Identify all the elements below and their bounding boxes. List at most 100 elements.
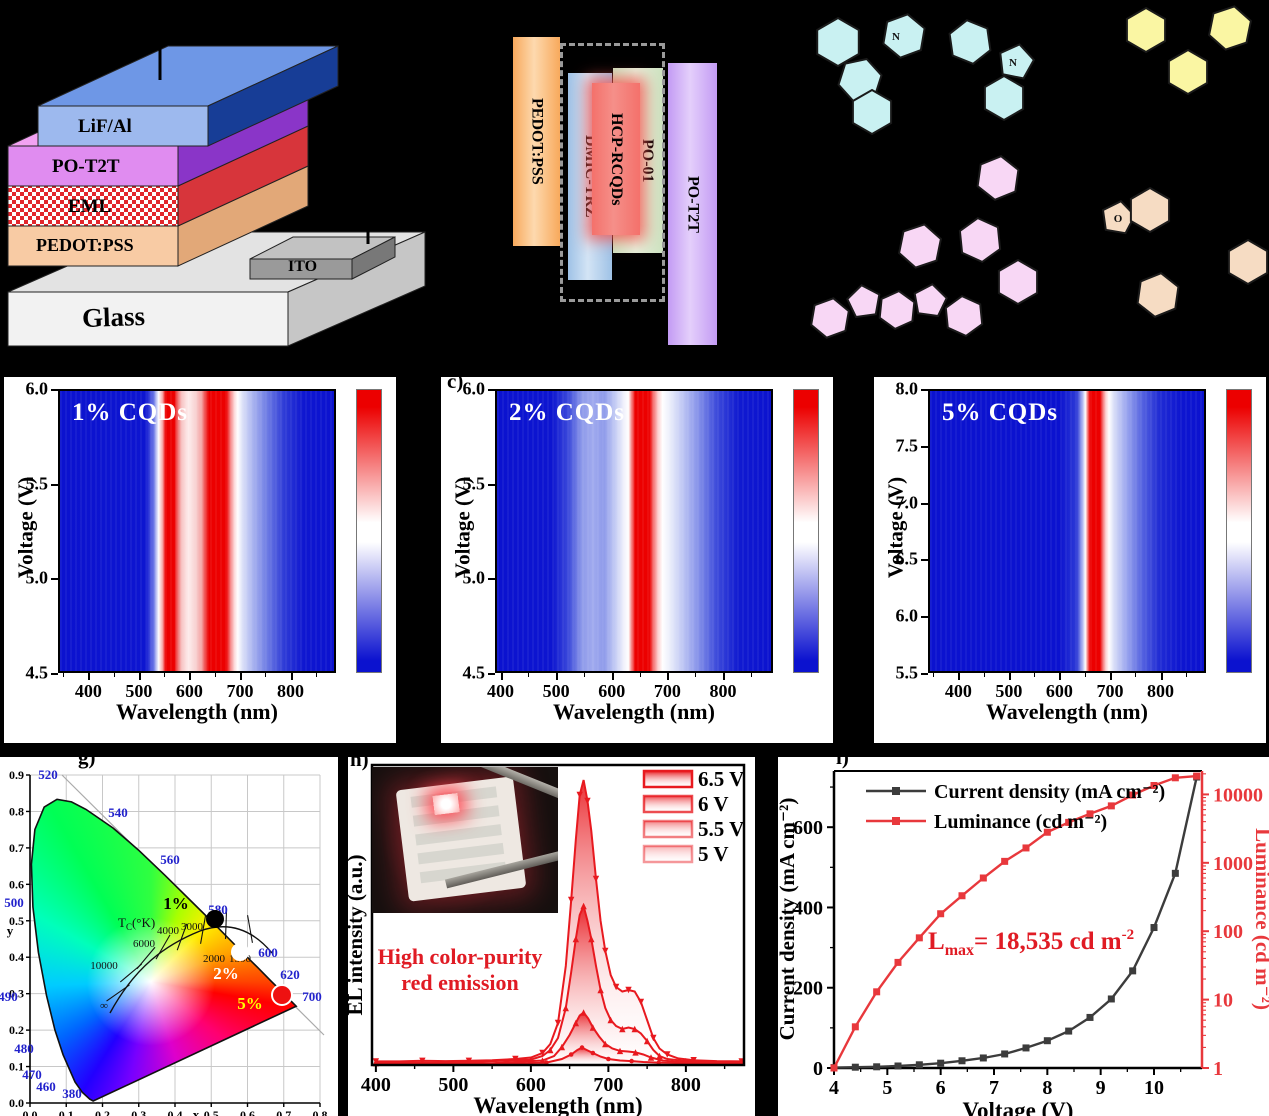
marker-triangle-down: [567, 896, 575, 904]
isotherm-tick: [224, 910, 228, 940]
y-tick-label: 4.5: [462, 662, 486, 683]
legend-label: Current density (mA cm⁻²): [934, 781, 1165, 803]
y-axis-label: EL intensity (a.u.): [348, 854, 367, 1015]
cie-point-label: 2%: [213, 964, 239, 983]
legend-label: Luminance (cd m⁻²): [934, 811, 1107, 833]
marker-triangle-up: [572, 1019, 580, 1027]
marker-triangle-up: [647, 1054, 655, 1061]
tc-tick-label: 4000: [157, 925, 180, 937]
luminance-series-marker: [1065, 818, 1073, 826]
x-tick-label: 0.4: [168, 1108, 183, 1116]
marker-triangle-down: [664, 1051, 671, 1058]
heatmap-noise-overlay: [497, 391, 771, 671]
molecule-peach-ring: [1227, 238, 1269, 286]
marker-triangle-up: [602, 1040, 609, 1048]
lifal-side-face: [207, 45, 339, 147]
current-density-series-marker: [1086, 1013, 1094, 1021]
x-axis-label: Wavelength (nm): [116, 699, 278, 724]
x-minor-tick: [639, 673, 641, 677]
plot-frame: [370, 763, 746, 1067]
marker-triangle-down: [539, 1049, 546, 1057]
molecule-pink-ring: [944, 294, 984, 338]
y-tick-label: 6.5: [895, 548, 919, 569]
eml-dashed-box: [560, 43, 665, 302]
molecule-yellow-ring: [1125, 6, 1167, 54]
x-tick-label: 400: [487, 681, 515, 701]
luminance-series: [830, 772, 1201, 1072]
legend-label: 5 V: [698, 842, 729, 866]
layer-label-ito: ITO: [288, 258, 318, 275]
molecule-cyan-ring: [948, 19, 992, 65]
current-density-series-marker: [873, 1063, 881, 1071]
heatmap-plot: 1% CQDs: [58, 389, 336, 673]
heatmap-noise-overlay: [930, 391, 1204, 671]
y-tick-label: 5.5: [895, 662, 919, 683]
y-tick-label-left: 200: [793, 978, 823, 1000]
x-minor-tick: [983, 673, 985, 677]
legend-swatch: [642, 844, 694, 864]
current-density-series-marker: [1001, 1050, 1009, 1058]
y-tick: [921, 616, 928, 619]
x-tick-label: 4: [829, 1077, 839, 1099]
el-series-6 V: [372, 902, 743, 1066]
x-tick-label: 400: [74, 681, 102, 701]
marker-triangle-up: [547, 1046, 554, 1054]
jvl-chart: 4 5 6 7 8 9 100200400600110100100010000Voltage…: [778, 770, 1269, 1116]
x-minor-tick: [1135, 673, 1137, 677]
x-tick: [88, 673, 91, 680]
y-tick-label-right: 10000: [1213, 784, 1263, 806]
x-tick: [1008, 673, 1011, 680]
el-legend: 6.5 V6 V5.5 V5 V: [642, 767, 744, 866]
luminance-series-marker: [873, 988, 881, 996]
tc-tick-label: 10000: [90, 960, 118, 972]
energy-bar-label: PO-T2T: [684, 175, 702, 233]
molecule-pink-ring: [976, 155, 1020, 201]
cie-chromaticity-panel: g) 0.0 0.1 0.2 0.3 0.4 0.5 0.6 0.7 0.8 0.0 0.1 0.2 0…: [0, 757, 338, 1116]
marker-triangle-up: [631, 1025, 638, 1033]
y-axis-label-left: Current density (mA cm⁻²): [778, 798, 799, 1041]
wavelength-label: 480: [14, 1041, 34, 1056]
y-tick-label: 0.9: [9, 768, 24, 782]
marker-circle: [629, 1058, 634, 1064]
luminance-series-marker: [1129, 791, 1137, 799]
marker-triangle-up: [589, 1024, 597, 1031]
x-tick-label: 0.0: [23, 1108, 38, 1116]
y-tick-label-right: 1: [1213, 1058, 1223, 1080]
y-tick: [488, 578, 495, 581]
y-tick: [51, 578, 58, 581]
luminance-series-marker: [1043, 828, 1051, 836]
x-axis-label: Wavelength (nm): [986, 699, 1148, 724]
x-tick: [138, 673, 141, 680]
cie-point-2%: [231, 943, 249, 961]
tc-post: (°K): [132, 915, 155, 930]
tc-tick-label: 2000: [203, 953, 226, 965]
annotation-line2: red emission: [401, 970, 519, 995]
x-tick-label: 8: [1042, 1077, 1052, 1099]
y-tick-label: 5.0: [25, 567, 49, 588]
marker-triangle-down: [625, 986, 632, 994]
legend-label: 5.5 V: [698, 817, 744, 841]
x-minor-tick: [528, 673, 530, 677]
device-3d-schematic: [7, 28, 426, 347]
x-minor-tick: [933, 673, 935, 677]
annotation-line1: High color-purity: [378, 944, 543, 969]
electrode-stripe: [417, 842, 505, 865]
molecule-pink-ring: [898, 223, 942, 269]
x-tick-label: 500: [995, 681, 1023, 701]
heatmap-title: 5% CQDs: [942, 399, 1059, 426]
legend-swatch: [642, 794, 694, 814]
energy-bar-pedotpss: PEDOT:PSS: [513, 37, 560, 246]
x-tick-label: 700: [226, 681, 254, 701]
marker-triangle-up: [597, 986, 604, 994]
marker-triangle-down: [650, 1034, 657, 1042]
heatmap-panel-5pct-cqds: Voltage (V) 5% CQDs Wavelength (nm) 400 5…: [874, 377, 1266, 743]
x-tick-label: 400: [944, 681, 972, 701]
x-tick: [611, 673, 614, 680]
x-tick: [189, 673, 192, 680]
luminance-series-marker: [851, 1023, 859, 1031]
current-density-series-marker: [894, 1062, 902, 1070]
tc-sub: C: [126, 922, 132, 932]
tc-tick-label: ∞: [100, 1000, 108, 1012]
marker-triangle-down: [612, 983, 620, 991]
panel-label-g: g): [78, 757, 96, 769]
